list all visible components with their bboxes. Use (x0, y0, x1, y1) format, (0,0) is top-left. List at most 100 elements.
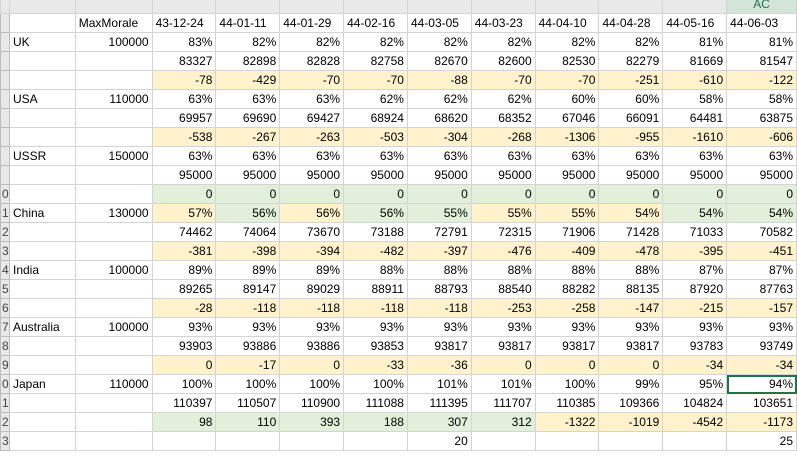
cell-value[interactable]: 98 (151, 412, 217, 432)
cell-value[interactable]: 0 (151, 184, 217, 204)
cell-value[interactable]: 109366 (598, 393, 664, 413)
cell-value[interactable]: -157 (726, 298, 797, 318)
row-header[interactable]: 9 (0, 355, 10, 375)
cell-date-header[interactable]: 44-02-16 (343, 13, 408, 33)
cell-value[interactable]: -397 (406, 241, 472, 261)
cell-value[interactable]: -304 (406, 127, 472, 147)
cell-max-morale[interactable]: 110000 (74, 89, 153, 109)
cell-country[interactable]: India (8, 260, 76, 280)
cell-value[interactable]: 100% (151, 374, 217, 394)
cell-value[interactable]: 70582 (726, 222, 797, 242)
cell-value[interactable]: 93817 (534, 336, 600, 356)
cell-value[interactable]: 111395 (406, 393, 472, 413)
cell-country[interactable] (8, 336, 76, 356)
cell-value[interactable]: 95000 (534, 165, 600, 185)
cell-max-morale[interactable]: 100000 (74, 260, 153, 280)
cell-value[interactable]: 82898 (215, 51, 281, 71)
cell-value[interactable]: 68352 (470, 108, 536, 128)
cell-value[interactable]: 100% (279, 374, 345, 394)
cell-value[interactable]: -263 (279, 127, 345, 147)
cell-value[interactable]: -70 (343, 70, 408, 90)
cell-value[interactable]: -1019 (598, 412, 664, 432)
cell-value[interactable]: 0 (470, 184, 536, 204)
cell-value[interactable]: 307 (406, 412, 472, 432)
cell-country[interactable] (8, 431, 76, 451)
cell-country[interactable]: China (8, 203, 76, 223)
cell-value[interactable]: 69427 (279, 108, 345, 128)
cell-value[interactable]: -267 (215, 127, 281, 147)
row-header[interactable]: 5 (0, 279, 10, 299)
row-header[interactable]: 0 (0, 184, 10, 204)
cell-max-morale[interactable] (74, 108, 153, 128)
cell-value[interactable]: 393 (279, 412, 345, 432)
cell-value[interactable]: 100% (343, 374, 408, 394)
cell-value[interactable]: -482 (343, 241, 408, 261)
cell-max-morale[interactable]: 130000 (74, 203, 153, 223)
cell-value[interactable]: 58% (726, 89, 797, 109)
cell-value[interactable]: 103651 (726, 393, 797, 413)
column-header[interactable] (8, 0, 76, 14)
cell-value[interactable] (215, 431, 281, 451)
cell-value[interactable]: 64481 (662, 108, 728, 128)
cell-value[interactable]: 0 (343, 184, 408, 204)
cell-country[interactable] (8, 222, 76, 242)
cell-date-header[interactable]: 44-01-11 (215, 13, 281, 33)
cell-country[interactable]: USA (8, 89, 76, 109)
cell-value[interactable]: 81547 (726, 51, 797, 71)
cell-value[interactable]: 55% (534, 203, 600, 223)
cell-value[interactable]: -28 (151, 298, 217, 318)
cell-value[interactable]: -70 (279, 70, 345, 90)
cell-value[interactable] (151, 431, 217, 451)
cell-value[interactable]: 82% (534, 32, 600, 52)
cell-value[interactable] (598, 431, 664, 451)
cell-value[interactable]: 55% (470, 203, 536, 223)
cell-value[interactable]: -268 (470, 127, 536, 147)
cell-value[interactable]: 82828 (279, 51, 345, 71)
cell-value[interactable]: 88911 (343, 279, 408, 299)
cell-value[interactable]: 95000 (598, 165, 664, 185)
cell-value[interactable]: 68620 (406, 108, 472, 128)
cell-value[interactable]: 88540 (470, 279, 536, 299)
cell-max-morale[interactable] (74, 51, 153, 71)
cell-value[interactable]: 63% (662, 146, 728, 166)
cell-value[interactable]: 73670 (279, 222, 345, 242)
cell-value[interactable]: 62% (406, 89, 472, 109)
cell-value[interactable]: 82% (406, 32, 472, 52)
cell-date-header[interactable]: 44-04-10 (534, 13, 600, 33)
cell-value[interactable]: 25 (726, 431, 797, 451)
cell-value[interactable]: -398 (215, 241, 281, 261)
cell-value[interactable]: -251 (598, 70, 664, 90)
cell-max-morale[interactable] (74, 222, 153, 242)
cell-value[interactable]: 82279 (598, 51, 664, 71)
cell-value[interactable]: 89147 (215, 279, 281, 299)
cell-value[interactable]: 82670 (406, 51, 472, 71)
cell-value[interactable]: 110900 (279, 393, 345, 413)
row-header[interactable] (0, 13, 10, 33)
cell-value[interactable]: 110 (215, 412, 281, 432)
cell-max-morale[interactable] (74, 279, 153, 299)
cell-date-header[interactable]: 44-03-05 (406, 13, 472, 33)
column-header[interactable] (470, 0, 536, 14)
cell-value[interactable]: 93% (726, 317, 797, 337)
cell-value[interactable] (470, 431, 536, 451)
cell-value[interactable]: 89029 (279, 279, 345, 299)
cell-value[interactable]: 111088 (343, 393, 408, 413)
cell-country[interactable] (8, 127, 76, 147)
cell-value[interactable]: 63% (534, 146, 600, 166)
cell-value[interactable]: 62% (343, 89, 408, 109)
cell-value[interactable]: 63% (279, 89, 345, 109)
cell-value[interactable]: -253 (470, 298, 536, 318)
cell-value[interactable]: 93% (279, 317, 345, 337)
cell-value[interactable]: 312 (470, 412, 536, 432)
cell-value[interactable]: 63% (406, 146, 472, 166)
row-header[interactable]: 1 (0, 393, 10, 413)
column-header[interactable] (598, 0, 664, 14)
cell-value[interactable]: 111707 (470, 393, 536, 413)
cell-value[interactable]: -1610 (662, 127, 728, 147)
cell-value[interactable]: 88793 (406, 279, 472, 299)
cell-value[interactable]: 93817 (598, 336, 664, 356)
cell-country[interactable] (8, 51, 76, 71)
cell-value[interactable]: 63% (470, 146, 536, 166)
cell-value[interactable]: -34 (662, 355, 728, 375)
cell-value[interactable]: 82758 (343, 51, 408, 71)
